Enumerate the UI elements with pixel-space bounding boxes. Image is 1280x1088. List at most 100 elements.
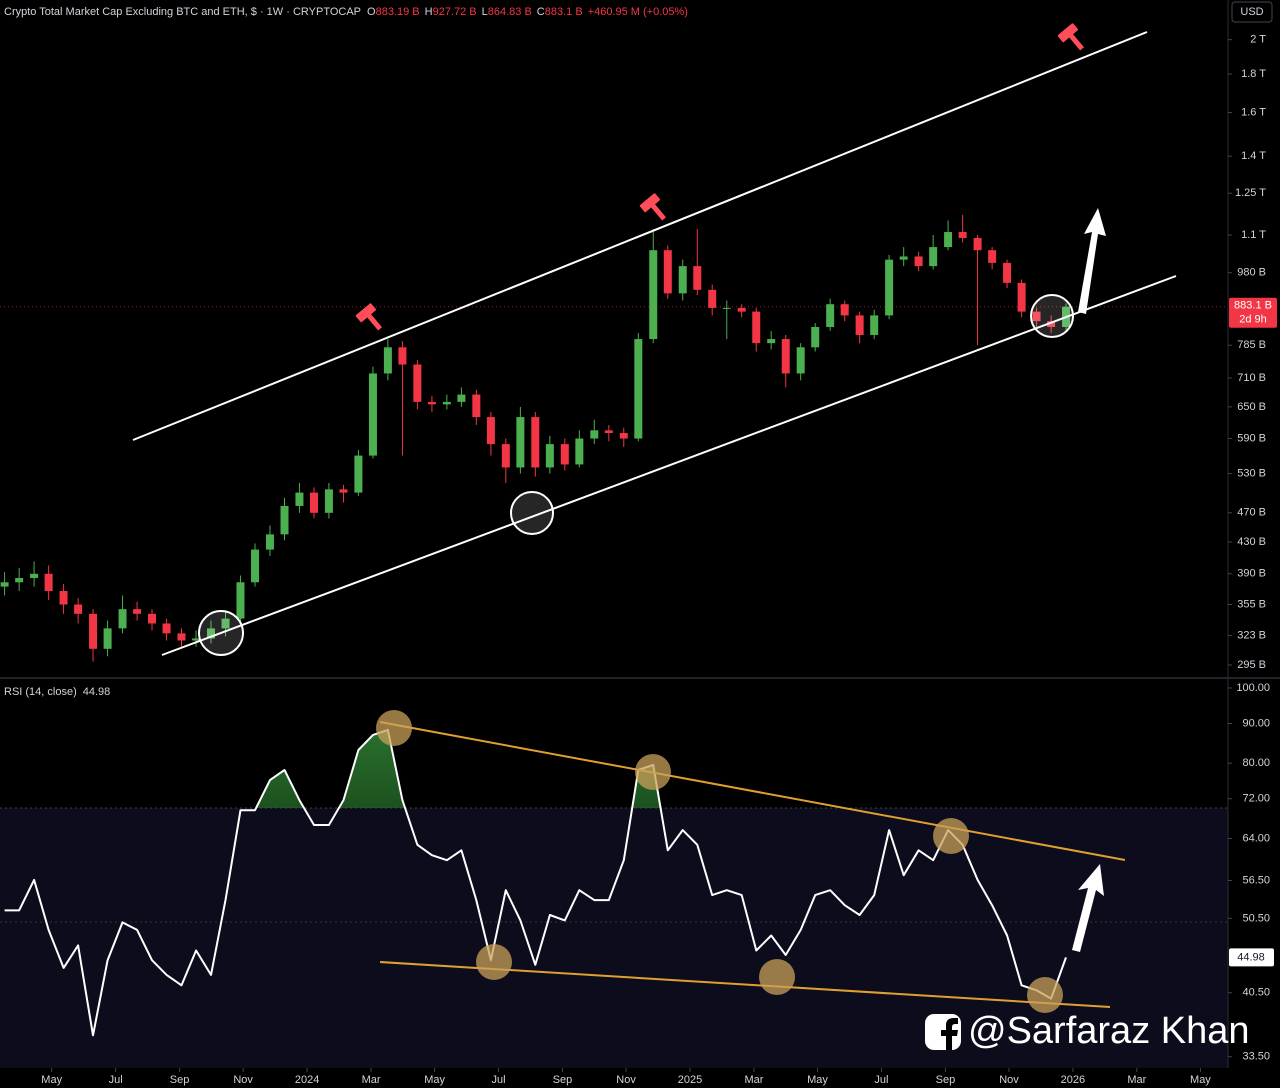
candle-body [516, 417, 525, 468]
candle-body [265, 534, 274, 550]
chart-title: Crypto Total Market Cap Excluding BTC an… [4, 6, 361, 18]
candle-body [604, 430, 613, 434]
x-tick-label: Jul [492, 1074, 506, 1086]
legend-value: 864.83 B [488, 6, 532, 18]
x-tick-label: Nov [999, 1074, 1019, 1086]
rsi-overbought-fill [4, 729, 1067, 808]
y-tick-label: 33.50 [1242, 1051, 1270, 1063]
legend-change: +460.95 M (+0.05%) [588, 6, 688, 18]
x-tick-label: Mar [1127, 1074, 1146, 1086]
x-tick-label: Nov [233, 1074, 253, 1086]
countdown-label: 2d 9h [1239, 314, 1267, 326]
candle-body [339, 489, 348, 493]
candle-body [929, 247, 938, 267]
rsi-touch-points [376, 710, 1063, 1013]
candle-body [708, 289, 717, 308]
candle-body [796, 347, 805, 374]
candle-body [383, 347, 392, 374]
y-tick-label: 430 B [1237, 536, 1266, 548]
candle-body [1003, 262, 1012, 283]
legend-value: 927.72 B [433, 6, 477, 18]
y-tick-label: 785 B [1237, 339, 1266, 351]
y-tick-label: 323 B [1237, 629, 1266, 641]
watermark-text: @Sarfaraz Khan [968, 1010, 1250, 1052]
candle-body [89, 613, 98, 649]
candle-body [855, 315, 864, 335]
candle-body [575, 438, 584, 465]
x-tick-label: May [807, 1074, 828, 1086]
arrow-up [1078, 208, 1106, 314]
candle-body [206, 628, 215, 639]
candle-body [973, 237, 982, 251]
candle-body [767, 339, 776, 344]
x-tick-label: Sep [936, 1074, 956, 1086]
candle-body [944, 232, 953, 248]
candle-body [457, 394, 466, 402]
candle-body [560, 444, 569, 465]
rsi-last-label: 44.98 [1237, 951, 1265, 963]
candle-body [752, 311, 761, 344]
candle-body [722, 307, 731, 309]
currency-button[interactable] [1231, 1, 1273, 23]
touch-circle [1030, 294, 1074, 338]
legend-value: 883.1 B [545, 6, 583, 18]
last-price-box [1229, 297, 1277, 328]
candle-body [413, 364, 422, 402]
candle-body [177, 633, 186, 641]
candle-body [663, 250, 672, 294]
y-tick-label: 50.50 [1242, 912, 1270, 924]
y-tick-label: 1.25 T [1235, 187, 1266, 199]
candle-body [324, 489, 333, 513]
candle-body [236, 582, 245, 619]
candle-body [811, 327, 820, 348]
candle-body [59, 590, 68, 605]
rsi-line [4, 728, 1067, 1037]
candle-body [162, 623, 171, 634]
candle-body [840, 304, 849, 316]
candle-body [781, 339, 790, 374]
y-tick-label: 1.1 T [1241, 229, 1266, 241]
legend-value: 883.19 B [376, 6, 420, 18]
candle-body [1017, 282, 1026, 312]
candle-body [192, 638, 201, 641]
x-tick-label: Mar [744, 1074, 763, 1086]
y-tick-label: 1.8 T [1241, 68, 1266, 80]
candle-body [1032, 311, 1041, 322]
facebook-f [941, 1018, 958, 1050]
currency-label[interactable]: USD [1240, 6, 1263, 18]
y-tick-label: 90.00 [1242, 717, 1270, 729]
y-tick-label: 64.00 [1242, 832, 1270, 844]
y-tick-label: 1.4 T [1241, 150, 1266, 162]
candle-body [1047, 321, 1056, 328]
price-pane [0, 214, 1228, 662]
candle-body [118, 609, 127, 629]
candle-body [280, 505, 289, 535]
rsi-last-box [1229, 948, 1274, 967]
x-tick-label: 2026 [1061, 1074, 1085, 1086]
candle-body [74, 604, 83, 614]
candle-body [619, 433, 628, 439]
annotations [132, 23, 1177, 1013]
axes: 2 T 1.8 T 1.6 T 1.4 T 1.25 T 1.1 T 980 B 785 B 7… [41, 34, 1277, 1086]
last-price-label: 883.1 B [1234, 300, 1272, 312]
x-tick-label: 2024 [295, 1074, 319, 1086]
rsi-title: RSI (14, close) [4, 686, 77, 698]
y-tick-label: 980 B [1237, 267, 1266, 279]
candle-body [531, 417, 540, 468]
legend-key: C [537, 6, 545, 18]
candle-body [427, 401, 436, 405]
rsi-header: RSI (14, close) 44.98 [4, 686, 110, 698]
candle-body [693, 266, 702, 290]
x-tick-label: Nov [616, 1074, 636, 1086]
legend-key: H [425, 6, 433, 18]
channel-lower [161, 275, 1177, 656]
rsi-last-value: 44.98 [83, 686, 111, 698]
y-tick-label: 100.00 [1236, 682, 1270, 694]
candle-body [826, 304, 835, 328]
y-tick-label: 355 B [1237, 598, 1266, 610]
candle-body [103, 628, 112, 649]
candle-body [133, 609, 142, 614]
y-tick-label: 1.6 T [1241, 106, 1266, 118]
candle-body [988, 250, 997, 263]
